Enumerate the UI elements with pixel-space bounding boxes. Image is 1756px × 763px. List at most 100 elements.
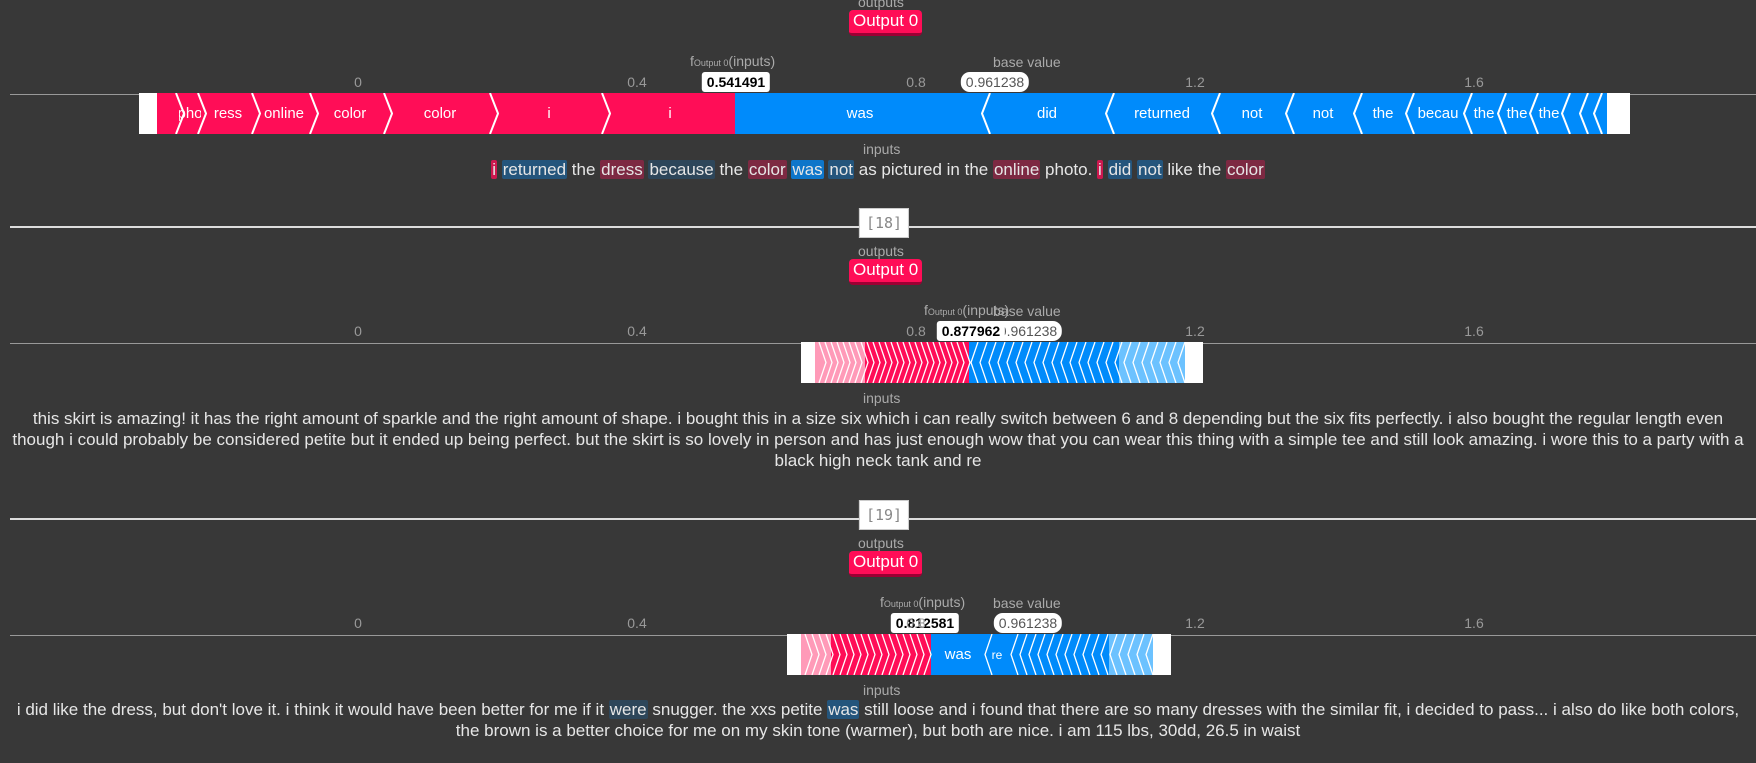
bar-right-cap [1607, 93, 1630, 134]
chevron-right-icon [920, 342, 929, 383]
force-bar: was re [787, 634, 1171, 675]
feature-segment[interactable] [157, 93, 179, 134]
chevron-left-icon [1028, 634, 1037, 675]
text-span: the [567, 160, 601, 179]
input-text: this skirt is amazing! it has the right … [12, 409, 1744, 470]
chevron-right-icon [878, 342, 887, 383]
highlighted-token: i [491, 160, 497, 179]
chevron-right-icon [824, 342, 833, 383]
tick-label-0: 0 [354, 74, 362, 90]
chevron-left-icon [1037, 634, 1046, 675]
feature-segment[interactable]: was [735, 93, 985, 134]
text-span [497, 160, 502, 179]
chevron-left-icon [1015, 342, 1024, 383]
feature-segment[interactable]: the [1501, 93, 1533, 134]
highlighted-token: i [1097, 160, 1103, 179]
feature-segment[interactable] [1565, 93, 1607, 134]
chevron-right-icon [836, 342, 845, 383]
chevron-left-icon [1132, 342, 1141, 383]
chevron-right-icon [923, 634, 932, 675]
chevron-left-icon [1105, 342, 1114, 383]
feature-segment[interactable]: ress [201, 93, 255, 134]
highlighted-token: because [648, 160, 715, 179]
chevron-right-icon [846, 634, 855, 675]
chevron-left-icon [1051, 342, 1060, 383]
feature-segment[interactable]: becau [1409, 93, 1467, 134]
feature-segment[interactable]: online [255, 93, 313, 134]
chevron-left-icon [984, 634, 993, 675]
chevron-right-icon [902, 342, 911, 383]
chevron-right-icon [848, 342, 857, 383]
inputs-label: inputs [863, 682, 901, 698]
chevron-right-icon [926, 342, 935, 383]
highlighted-token: not [828, 160, 855, 179]
feature-segment[interactable]: not [1215, 93, 1289, 134]
chevron-left-icon [1168, 342, 1177, 383]
chevron-right-icon [811, 634, 820, 675]
force-plot-3: outputs Output 0 fOutput 0(inputs) 0.812… [0, 535, 1756, 763]
chevron-right-icon [866, 342, 875, 383]
chevron-right-icon [860, 634, 869, 675]
chevron-right-icon [860, 342, 869, 383]
chevron-left-icon [1064, 634, 1073, 675]
feature-segment[interactable]: color [313, 93, 387, 134]
chevron-left-icon [1069, 342, 1078, 383]
outputs-label: outputs [858, 535, 904, 551]
feature-segment[interactable]: was [931, 634, 985, 675]
feature-segment[interactable]: the [1357, 93, 1409, 134]
chevron-left-icon [997, 342, 1006, 383]
inputs-label: inputs [863, 141, 901, 157]
inputs-label: inputs [863, 390, 901, 406]
chevron-left-icon [1091, 634, 1100, 675]
chevron-left-icon [1177, 342, 1186, 383]
chevron-left-icon [1123, 342, 1132, 383]
chevron-left-icon [1159, 342, 1168, 383]
feature-segment[interactable]: the [1467, 93, 1501, 134]
feature-segment[interactable]: color [387, 93, 493, 134]
feature-segment[interactable]: not [1289, 93, 1357, 134]
chevron-right-icon [938, 342, 947, 383]
fx-label: fOutput 0(inputs) [924, 302, 1010, 318]
output-0-button[interactable]: Output 0 [849, 551, 923, 577]
output-0-button[interactable]: Output 0 [849, 10, 923, 36]
chevron-right-icon [832, 634, 841, 675]
tick-label-0-8: 0.8 [906, 615, 926, 631]
chevron-right-icon [916, 634, 925, 675]
base-value: 0.961238 [993, 613, 1063, 633]
text-span: as pictured in the [854, 160, 993, 179]
chevron-left-icon [1145, 634, 1154, 675]
base-value-label: base value [993, 303, 1061, 319]
chevron-left-icon [988, 342, 997, 383]
chevron-right-icon [825, 634, 834, 675]
force-bar: pho ress online color color i i was did … [139, 93, 1630, 134]
output-0-button[interactable]: Output 0 [849, 259, 923, 285]
feature-segment[interactable]: i [605, 93, 735, 134]
chevron-left-icon [979, 342, 988, 383]
feature-segment[interactable]: i [493, 93, 605, 134]
chevron-right-icon [830, 342, 839, 383]
text-span: the [714, 160, 748, 179]
chevron-left-icon [1033, 342, 1042, 383]
fx-label: fOutput 0(inputs) [690, 53, 776, 69]
fx-label: fOutput 0(inputs) [880, 594, 966, 610]
feature-segment[interactable]: did [985, 93, 1109, 134]
outputs-label: outputs [858, 243, 904, 259]
feature-segment[interactable]: returned [1109, 93, 1215, 134]
force-bar [801, 342, 1203, 383]
feature-segment[interactable]: pho [179, 93, 201, 134]
chevron-right-icon [909, 634, 918, 675]
chevron-left-icon [1010, 634, 1019, 675]
tick-label-0: 0 [354, 323, 362, 339]
highlighted-token: dress [600, 160, 644, 179]
chevron-right-icon [854, 342, 863, 383]
feature-segment[interactable]: the [1533, 93, 1565, 134]
chevron-left-icon [1087, 342, 1096, 383]
tick-label-0-4: 0.4 [627, 74, 647, 90]
base-value: 0.961238 [993, 321, 1063, 341]
chevron-right-icon [818, 342, 827, 383]
highlighted-token: color [1225, 160, 1265, 179]
text-span: photo. [1040, 160, 1098, 179]
fx-value: 0.877962 [936, 321, 1006, 341]
chevron-right-icon [842, 342, 851, 383]
chevron-right-icon [884, 342, 893, 383]
